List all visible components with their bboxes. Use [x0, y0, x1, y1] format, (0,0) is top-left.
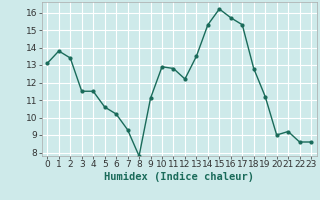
X-axis label: Humidex (Indice chaleur): Humidex (Indice chaleur)	[104, 172, 254, 182]
